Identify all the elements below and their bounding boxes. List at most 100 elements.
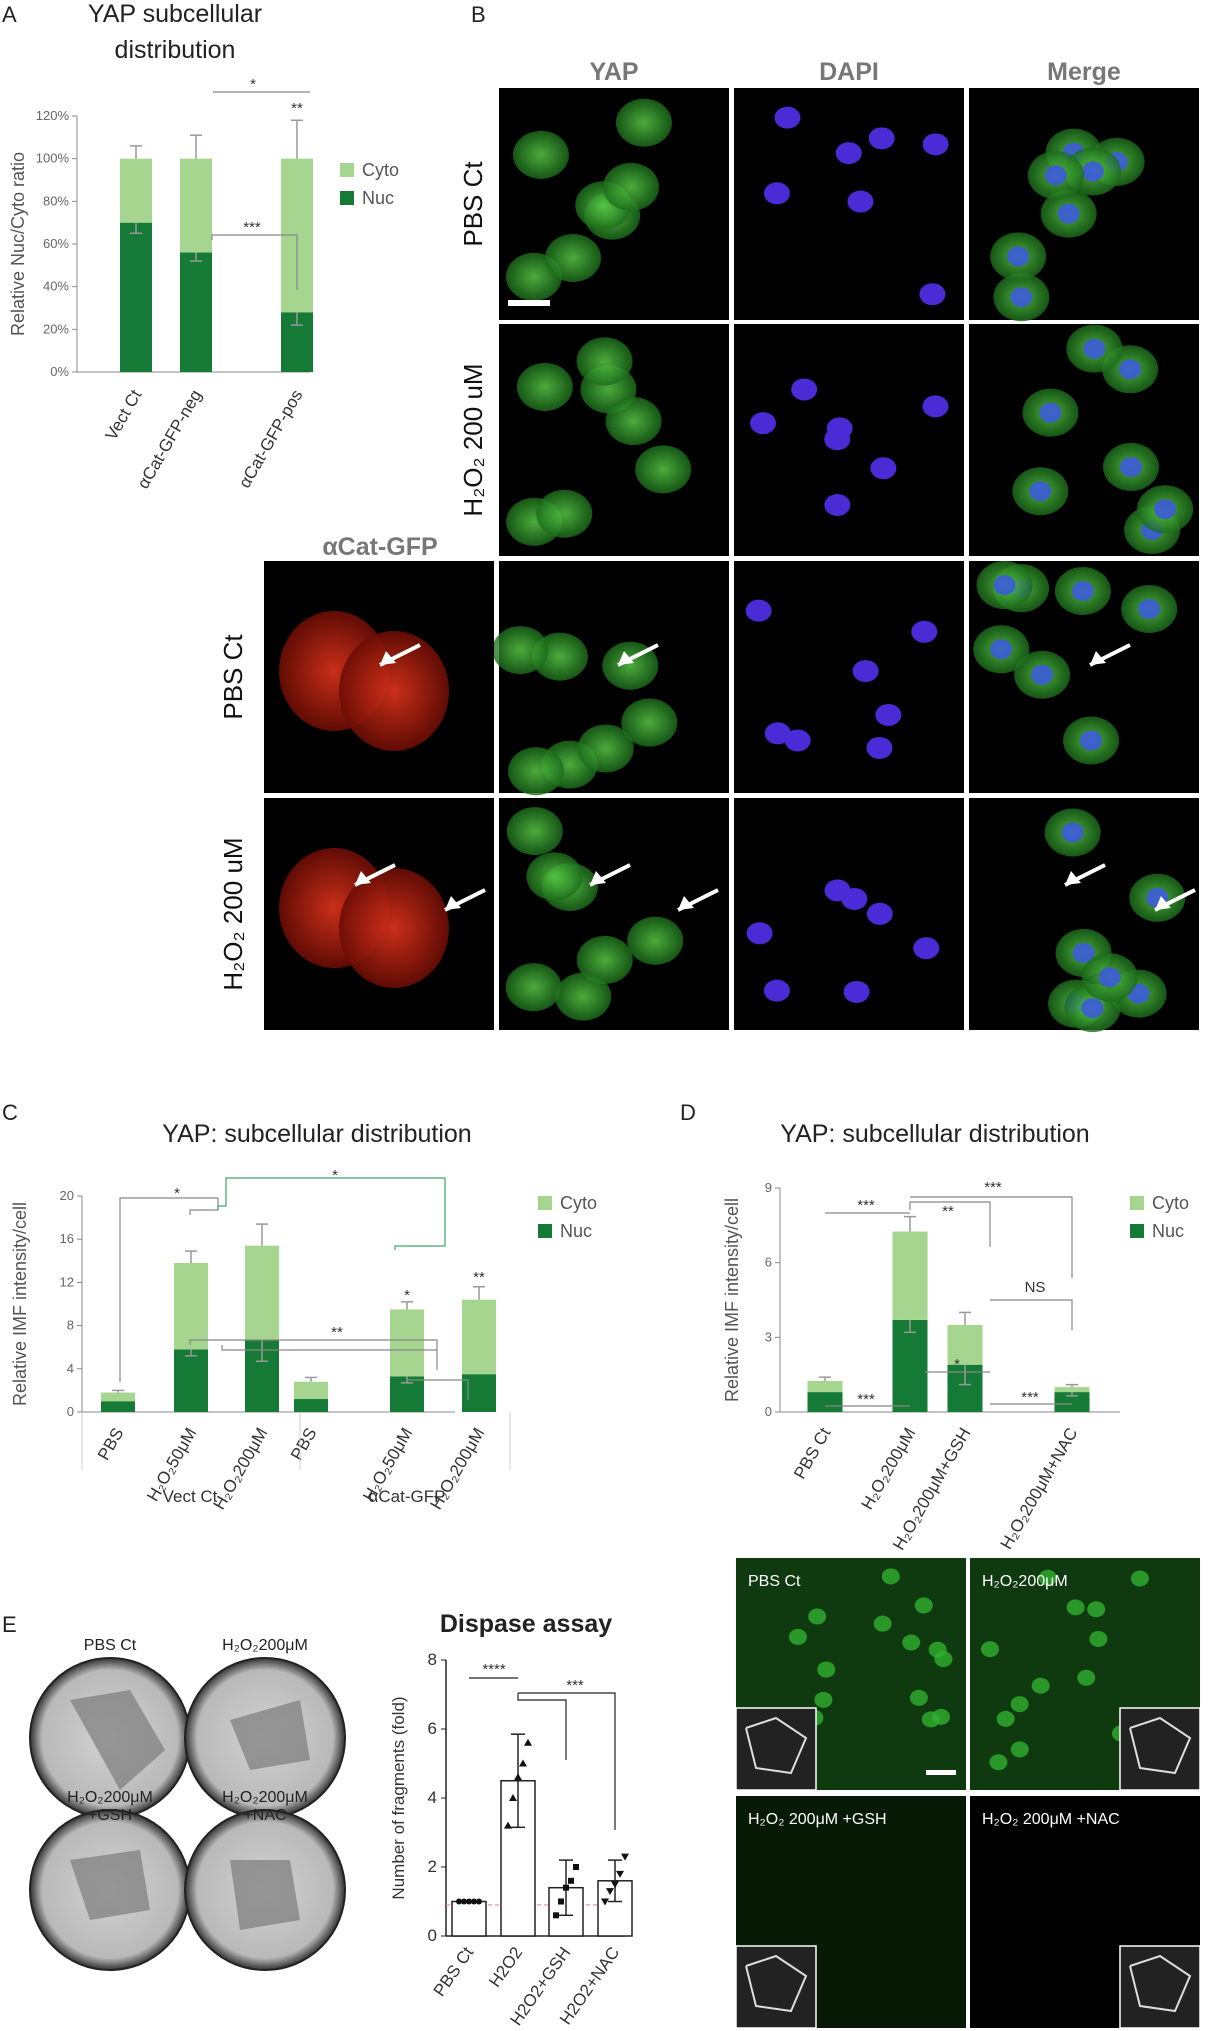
legend-label-nuc: Nuc [362, 188, 394, 208]
data-point [476, 1898, 482, 1905]
data-point [563, 1884, 569, 1891]
micrograph-label: H₂O₂200μM [982, 1573, 1068, 1590]
x-category-label: PBS Ct [430, 1943, 478, 2000]
bar-cyto [120, 158, 152, 223]
y-tick-label: 6 [428, 1719, 437, 1738]
bar-nuc [892, 1319, 928, 1412]
legend-swatch-nuc [538, 1224, 552, 1238]
dish-label: PBS Ct [84, 1637, 137, 1654]
micrograph-grid-d: PBS Ct H₂O₂200μM H₂O₂ 200μM +GSH H₂O₂ 200μM… [735, 1558, 1201, 2029]
nucleus-merge [1010, 287, 1033, 308]
x-category-label: Vect Ct [102, 386, 146, 443]
bar-nuc [101, 1401, 135, 1412]
dish-label: H₂O₂200μM [222, 1637, 308, 1654]
nucleus-green [817, 1661, 836, 1678]
nucleus-blue [763, 182, 790, 205]
scale-bar [926, 1770, 956, 1775]
data-point [504, 1821, 512, 1829]
data-point [621, 1853, 629, 1861]
nucleus-green [1031, 1677, 1050, 1694]
y-tick-label: 0 [428, 1926, 437, 1945]
significance-label: ** [942, 1203, 954, 1220]
column-header: YAP [589, 58, 638, 86]
chart-title: YAP: subcellular distribution [162, 1120, 471, 1148]
nucleus-blue [791, 378, 818, 401]
cell-sheet-fragment [70, 1690, 165, 1790]
bar-cyto [101, 1392, 135, 1402]
nucleus-green [808, 1608, 827, 1625]
nucleus-blue [745, 599, 772, 622]
bar-cyto [1054, 1387, 1090, 1393]
nucleus-merge [1154, 499, 1177, 520]
nucleus-merge [1083, 338, 1106, 359]
nucleus-blue [913, 937, 940, 960]
significance-label: *** [857, 1391, 875, 1408]
cell-green [576, 935, 633, 984]
nucleus-merge [1031, 664, 1054, 685]
nucleus-merge [1029, 481, 1052, 502]
nucleus-blue [866, 902, 893, 925]
nucleus-green [934, 1651, 953, 1668]
arrowhead-icon [355, 871, 371, 885]
legend-swatch-nuc [1130, 1224, 1144, 1238]
panel-label-e: E [2, 1612, 17, 1637]
nucleus-green [1066, 1599, 1085, 1616]
nucleus-green [1038, 1569, 1057, 1586]
nucleus-blue [763, 979, 790, 1002]
micrograph-label: H₂O₂ 200μM +NAC [982, 1811, 1120, 1828]
chart-c: YAP: subcellular distribution 0 4 8 12 16 20 Re… [10, 1120, 597, 1513]
nucleus-blue [868, 127, 895, 150]
arrowhead-icon [678, 896, 694, 910]
nucleus-blue [875, 703, 902, 726]
bar [451, 1900, 487, 1937]
nucleus-blue [824, 493, 851, 516]
nucleus-green [873, 1615, 892, 1632]
data-point [568, 1877, 574, 1884]
nucleus-green [1130, 1570, 1149, 1587]
nucleus-blue [852, 660, 879, 683]
significance-bracket [518, 1692, 616, 1830]
nucleus-green [1089, 1630, 1108, 1647]
data-point [466, 1898, 472, 1905]
nucleus-blue [843, 980, 870, 1003]
y-tick-label: 120% [36, 108, 70, 123]
nucleus-merge [1007, 246, 1030, 267]
y-tick-label: 9 [765, 1180, 772, 1195]
nucleus-merge [990, 639, 1013, 660]
nucleus-green [996, 1710, 1015, 1727]
data-point [514, 1773, 522, 1781]
cell-green [555, 972, 612, 1021]
y-tick-label: 16 [60, 1231, 74, 1246]
bar-cyto [180, 158, 212, 253]
cell-sheet-fragment [70, 1850, 150, 1920]
nucleus-merge [1044, 165, 1067, 186]
significance-bracket [221, 1345, 437, 1351]
cell-green [615, 98, 672, 147]
cell-red [339, 868, 449, 988]
bar-nuc [174, 1349, 208, 1412]
arrowhead-icon [1065, 871, 1081, 885]
nucleus-merge [993, 575, 1016, 596]
nucleus-merge [1080, 730, 1103, 751]
nucleus-merge [1120, 456, 1143, 477]
nucleus-green [980, 1641, 999, 1658]
cell-red [339, 631, 449, 751]
data-point [601, 1898, 609, 1906]
y-axis-label: Relative IMF intensity/cell [722, 1198, 742, 1402]
significance-label: ** [473, 1269, 485, 1286]
x-category-label: H₂O₂200μM [857, 1425, 919, 1513]
dish-label: H₂O₂200μM [67, 1789, 153, 1806]
bar-nuc [807, 1392, 843, 1412]
nucleus-green [902, 1634, 921, 1651]
micrograph-tile [734, 561, 964, 793]
chart-title: Dispase assay [440, 1610, 612, 1638]
legend-label-nuc: Nuc [1152, 1221, 1184, 1241]
y-tick-label: 40% [43, 279, 69, 294]
chart-d: YAP: subcellular distribution 0 3 6 9 Relativ… [722, 1120, 1189, 1553]
legend-swatch-cyto [1130, 1196, 1144, 1210]
group-label: Vect Ct [163, 1487, 218, 1506]
row-label: PBS Ct [458, 161, 488, 247]
dish-grid-e: PBS Ct H₂O₂200μMH₂O₂200μM+GSHH₂O₂200μM+NA… [29, 1637, 346, 1971]
cell-green [526, 852, 583, 901]
cell-green [605, 397, 662, 446]
